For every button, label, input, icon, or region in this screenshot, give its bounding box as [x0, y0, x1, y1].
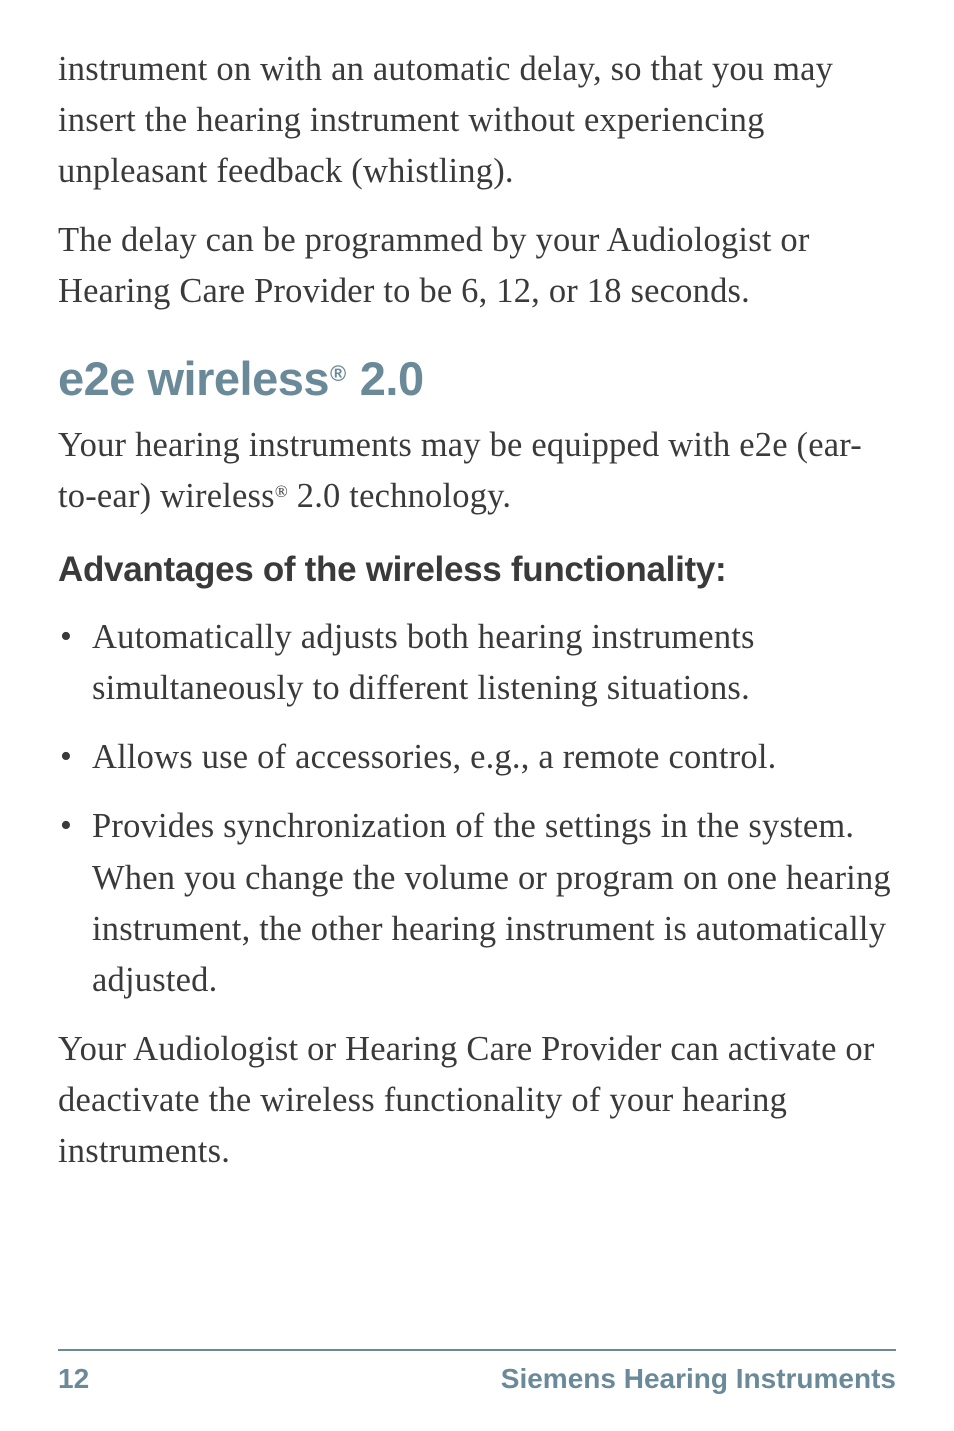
registered-mark-icon: ®: [329, 361, 347, 386]
advantages-subheading: Advantages of the wireless functionality…: [58, 550, 896, 590]
section-heading-e2e-wireless: e2e wireless® 2.0: [58, 351, 896, 406]
page-number: 12: [58, 1363, 89, 1395]
list-item: Provides synchronization of the settings…: [58, 801, 896, 1005]
section-lead-paragraph: Your hearing instruments may be equipped…: [58, 420, 896, 522]
lead-text-post: 2.0 technology.: [288, 477, 511, 515]
footer-brand: Siemens Hearing Instruments: [501, 1363, 896, 1395]
closing-paragraph: Your Audiologist or Hearing Care Provide…: [58, 1024, 896, 1177]
list-item: Allows use of accessories, e.g., a remot…: [58, 732, 896, 783]
list-item: Automatically adjusts both hearing instr…: [58, 612, 896, 714]
intro-paragraph-1: instrument on with an automatic delay, s…: [58, 44, 896, 197]
page-footer: 12 Siemens Hearing Instruments: [58, 1349, 896, 1395]
heading-text-pre: e2e wireless: [58, 352, 329, 405]
advantages-list: Automatically adjusts both hearing instr…: [58, 612, 896, 1005]
intro-paragraph-2: The delay can be programmed by your Audi…: [58, 215, 896, 317]
registered-mark-icon: ®: [275, 482, 288, 501]
heading-text-post: 2.0: [347, 352, 423, 405]
